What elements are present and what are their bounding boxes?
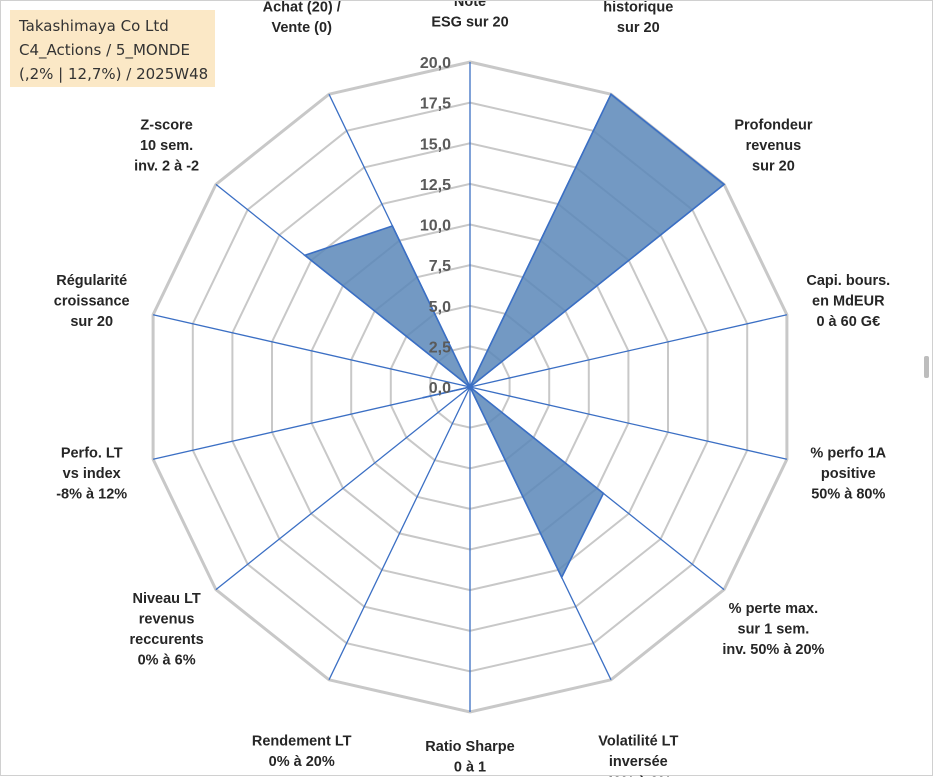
axis-label-7: Ratio Sharpe 0 à 1 [425,739,514,776]
axis-label-line: Capi. bours. [806,273,890,289]
axis-label-line: % perte max. [729,601,818,617]
axis-label-5: % perte max. sur 1 sem. inv. 50% à 20% [722,601,824,658]
axis-label-2: Profondeur revenus sur 20 [734,117,812,174]
axis-label-line: 0% à 20% [269,754,335,770]
axis-label-line: Rendement LT [252,734,352,750]
axis-label-1: Profondeurhistoriquesur 20 [599,1,677,36]
axis-label-line: sur 20 [70,314,113,330]
axis-label-line: positive [821,466,876,482]
axis-label-13: MomentumAchat (20) /Vente (0) [263,1,341,36]
axis-label-line: croissance [54,293,130,309]
axis-label-line: Niveau LT [132,591,200,607]
axis-label-3: Capi. bours. en MdEUR 0 à 60 G€ [806,273,890,330]
axis-label-line: vs index [63,466,121,482]
axis-label-line: sur 1 sem. [738,622,810,638]
axis-label-line: Ratio Sharpe [425,739,514,755]
axis-label-11: Régularité croissance sur 20 [54,273,130,330]
tick-label: 10,0 [420,218,451,235]
axis-label-line: sur 20 [617,20,660,36]
axis-label-4: % perfo 1A positive 50% à 80% [810,446,886,503]
axis-label-line: inv. 2 à -2 [134,158,199,174]
tick-label: 17,5 [420,96,451,113]
axis-label-line: inv. 50% à 20% [722,642,824,658]
axis-label-line: inversée [609,754,668,770]
axis-label-line: 50% à 80% [811,487,885,503]
axis-label-line: reccurents [130,632,204,648]
axis-label-line: 0% à 6% [138,652,196,668]
axis-label-line: en MdEUR [812,293,885,309]
tick-label: 0,0 [429,380,451,397]
axis-label-line: historique [603,1,673,15]
scrollbar-thumb[interactable] [924,356,929,378]
axis-label-line: Régularité [56,273,127,289]
axis-label-line: -8% à 12% [56,487,127,503]
axis-label-line: revenus [746,138,802,154]
axis-label-line: 0 à 60 G€ [816,314,880,330]
axis-label-line: Note [454,1,486,10]
tick-label: 7,5 [429,258,451,275]
axis-label-line: Achat (20) / [263,1,341,15]
tick-label: 15,0 [420,136,451,153]
axis-label-line: Volatilité LT [598,734,678,750]
axis-label-6: Volatilité LTinversée40% à 0% [598,734,678,777]
axis-label-9: Niveau LT revenus reccurents 0% à 6% [130,591,204,669]
axis-label-line: revenus [139,611,195,627]
axis-label-line: Vente (0) [271,20,332,36]
axis-label-0: Note ESG sur 20 [431,1,508,31]
tick-label: 12,5 [420,177,451,194]
axis-label-10: Perfo. LT vs index -8% à 12% [56,446,127,503]
axis-label-line: 0 à 1 [454,760,486,776]
axis-label-8: Rendement LT 0% à 20% [252,734,352,771]
spoke-8 [329,387,470,680]
tick-label: 2,5 [429,339,451,356]
axis-label-line: sur 20 [752,158,795,174]
tick-label: 20,0 [420,55,451,72]
axis-label-line: % perfo 1A [810,446,886,462]
axis-label-line: Perfo. LT [61,446,123,462]
axis-label-line: 10 sem. [140,138,193,154]
axis-label-line: Z-score [140,117,192,133]
axis-label-line: ESG sur 20 [431,15,508,31]
axis-label-12: Z-score 10 sem. inv. 2 à -2 [134,117,199,174]
tick-label: 5,0 [429,299,451,316]
axis-label-line: Profondeur [734,117,812,133]
